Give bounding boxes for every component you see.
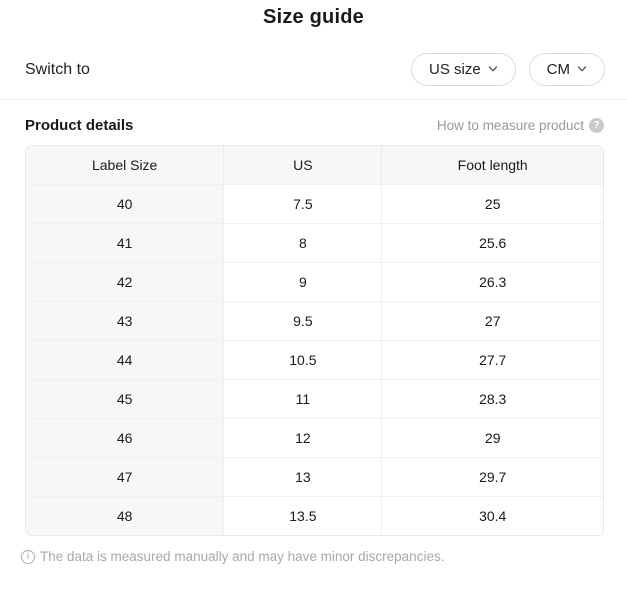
size-table-header: Label Size US Foot length (26, 146, 603, 184)
table-cell: 27 (381, 301, 603, 340)
table-row: 46 12 29 (26, 418, 603, 457)
table-cell: 11 (223, 379, 382, 418)
disclaimer-text: The data is measured manually and may ha… (40, 549, 445, 564)
table-cell: 25 (381, 184, 603, 223)
unit-switch-row: Switch to US size CM (25, 53, 605, 86)
table-cell: 9.5 (223, 301, 382, 340)
table-cell: 45 (26, 379, 224, 418)
table-cell: 42 (26, 262, 224, 301)
table-row: 47 13 29.7 (26, 457, 603, 496)
table-cell: 10.5 (223, 340, 382, 379)
size-table-container: Label Size US Foot length 40 7.5 25 41 8 25.6… (25, 145, 604, 536)
table-cell: 8 (223, 223, 382, 262)
column-header-label-size: Label Size (26, 146, 224, 184)
table-cell: 7.5 (223, 184, 382, 223)
table-cell: 43 (26, 301, 224, 340)
table-row: 44 10.5 27.7 (26, 340, 603, 379)
table-cell: 25.6 (381, 223, 603, 262)
unit-dropdown-value: CM (546, 61, 570, 78)
table-cell: 48 (26, 496, 224, 535)
table-row: 41 8 25.6 (26, 223, 603, 262)
table-cell: 41 (26, 223, 224, 262)
table-cell: 26.3 (381, 262, 603, 301)
table-cell: 13.5 (223, 496, 382, 535)
table-row: 43 9.5 27 (26, 301, 603, 340)
how-to-measure-label: How to measure product (436, 118, 584, 133)
table-row: 48 13.5 30.4 (26, 496, 603, 535)
info-icon: i (21, 549, 35, 564)
unit-dropdown[interactable]: CM (528, 53, 605, 86)
column-header-foot-length: Foot length (381, 146, 603, 184)
size-standard-dropdown-value: US size (428, 61, 481, 78)
column-header-us: US (223, 146, 382, 184)
dropdown-group: US size CM (410, 53, 605, 86)
table-cell: 46 (26, 418, 224, 457)
table-cell: 29.7 (381, 457, 603, 496)
table-cell: 44 (26, 340, 224, 379)
table-cell: 40 (26, 184, 224, 223)
table-row: 42 9 26.3 (26, 262, 603, 301)
table-row: 45 11 28.3 (26, 379, 603, 418)
table-cell: 13 (223, 457, 382, 496)
table-cell: 29 (381, 418, 603, 457)
table-row: 40 7.5 25 (26, 184, 603, 223)
switch-to-label: Switch to (25, 60, 90, 78)
table-cell: 12 (223, 418, 382, 457)
page-title: Size guide (263, 6, 364, 28)
disclaimer-note: i The data is measured manually and may … (21, 549, 607, 564)
product-details-heading: Product details (25, 117, 134, 134)
help-icon[interactable]: ? (589, 118, 604, 133)
product-details-row: Product details How to measure product ? (25, 117, 604, 134)
chevron-down-icon (488, 64, 498, 74)
table-cell: 27.7 (381, 340, 603, 379)
size-standard-dropdown[interactable]: US size (410, 53, 516, 86)
chevron-down-icon (577, 64, 587, 74)
table-cell: 9 (223, 262, 382, 301)
size-table: Label Size US Foot length 40 7.5 25 41 8 25.6… (25, 145, 604, 536)
header-row: Label Size US Foot length (26, 146, 603, 184)
table-cell: 47 (26, 457, 224, 496)
table-cell: 28.3 (381, 379, 603, 418)
size-table-body: 40 7.5 25 41 8 25.6 42 9 26.3 43 9.5 27 44 10.5 27.7 45… (26, 184, 603, 535)
table-cell: 30.4 (381, 496, 603, 535)
how-to-measure-link[interactable]: How to measure product ? (437, 118, 604, 133)
section-divider (0, 99, 627, 100)
